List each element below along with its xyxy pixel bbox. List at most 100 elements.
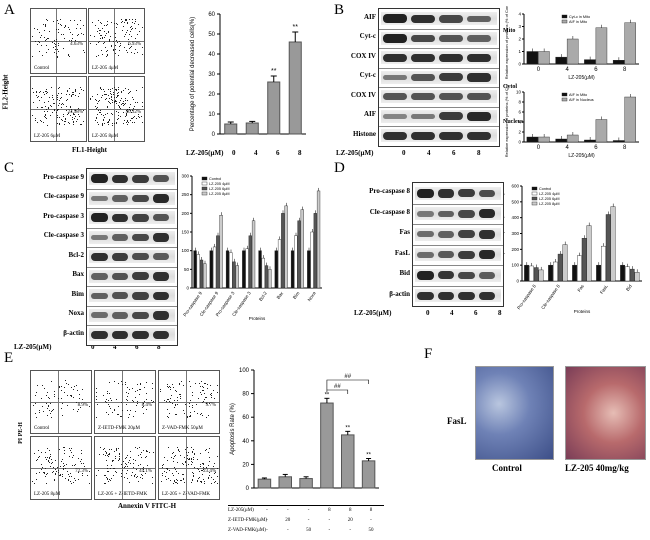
panel-c-label: C [4,160,15,176]
panel-a-flow-plot-2-label: LZ-205 6μM [34,134,61,139]
panel-c-ytick-4: 200 [181,211,189,216]
panel-d-blot-band-5-3 [478,291,495,300]
panel-e-table-cell-2-0: - [266,528,268,533]
panel-c-dose-1: 4 [113,343,117,351]
panel-a-flow-plot-0-label: Control [34,66,50,71]
panel-b-blot-band-3-0 [383,74,407,80]
panel-d-blot-band-5-0 [417,291,434,300]
panel-b-bottom-bar-1-1 [566,134,579,143]
panel-a-bar-0 [224,123,238,135]
panel-c-bar-6-0 [290,250,295,289]
panel-e-bar-4 [341,434,355,489]
panel-b-dose-3: 8 [477,149,481,157]
panel-c-blot-band-8-2 [132,330,149,339]
panel-c-bar-2-2 [232,261,236,289]
panel-c-legend-0: Control [209,177,221,181]
panel-d-bar-1-2 [557,253,563,282]
panel-e-flow-ylabel: PI PE-H [17,422,24,444]
panel-e-ytick-4: 80 [242,392,249,398]
panel-e-flow-plot-2-label: Z-VAD-FMK 50μM [162,426,203,431]
panel-d-dose-1: 4 [450,309,454,317]
panel-e-label: E [4,350,14,366]
panel-c-blot-band-0-3 [152,175,169,183]
panel-a-bar-2 [267,81,281,135]
panel-c-blot-protein-6: Bim [71,289,84,298]
panel-c-blot-band-8-1 [111,330,128,339]
panel-e-table-cell-1-3: - [328,518,331,523]
panel-d-blot-band-0-2 [458,189,475,198]
panel-b-blot-band-3-3 [467,73,491,82]
panel-d-blot-band-3-2 [458,250,475,259]
panel-c-blot-band-6-1 [111,292,128,300]
panel-c-blot-protein-5: Bax [72,270,84,279]
panel-a-ytick-3: 30 [208,72,215,78]
panel-f-label: F [424,346,433,362]
panel-d-xtick-4: Bid [625,283,633,292]
panel-e-bracket-1: ## [334,384,341,390]
panel-a-ytick-0: 0 [212,132,216,138]
panel-b-group-2: Nucleus [503,119,524,125]
panel-e-flow-plot-5-pct: 23.4% [203,469,216,475]
panel-b-blot-protein-2: COX IV [350,51,376,60]
panel-c-bar-2-1 [229,252,233,289]
panel-d-blot-band-0-3 [478,189,495,197]
panel-b-top-xtick-1: 4 [565,67,569,73]
panel-a-ytick-6: 60 [208,12,215,18]
panel-d-ytick-2: 200 [511,247,519,252]
panel-b-bottom-legend-1: AIF in Nucleus [569,98,594,102]
panel-b-bottom-legend-0: AIF in Mito [569,93,587,97]
panel-d-bar-1-0 [548,264,554,282]
panel-c-xtick-4: Bcl-2 [258,290,268,302]
panel-b-top-xtick-3: 8 [623,67,627,73]
panel-c-bar-0-1 [196,254,200,289]
panel-b-bottom-ytick-3: 6 [518,110,521,115]
panel-b-blot-band-1-0 [383,33,407,43]
panel-c-blot-band-2-2 [132,213,149,222]
panel-d-blot-band-2-0 [417,231,434,238]
panel-b-bottom-xtick-2: 6 [594,145,598,151]
panel-b-blot-protein-1: Cyt-c [359,32,376,41]
panel-b-top-legend-swatch-1 [561,19,568,24]
panel-c-ytick-5: 250 [181,192,189,197]
panel-c-bar-chart: 050100150200250300Relative expression of… [170,174,322,321]
panel-b-bottom-xtick-0: 0 [537,145,541,151]
panel-c-blot-band-4-3 [152,253,169,261]
panel-b-blot-band-2-0 [383,53,407,62]
panel-a-flow-plot-0: Control 4.63% [30,8,87,74]
panel-b-label: B [334,2,345,18]
panel-d-blot-band-0-1 [437,189,454,198]
panel-c-bar-3-3 [251,220,256,289]
panel-d-ytick-4: 400 [511,215,519,220]
panel-d-blot-band-3-1 [437,251,454,259]
panel-c-legend-swatch-0 [201,176,208,181]
panel-d-blot-protein-3: FasL [394,248,410,257]
panel-c-blot-band-0-1 [111,174,128,183]
panel-c-bar-7-0 [307,250,311,289]
panel-e-sig-4: ** [345,425,350,431]
panel-b-blot-band-1-2 [439,34,463,42]
panel-d-bar-2-3 [586,225,592,282]
panel-d-legend-0: Control [539,187,551,191]
panel-e-table-cell-1-4: 20 [347,518,353,523]
panel-c-ytick-0: 0 [186,286,189,291]
panel-d-xtick-2: Fas [576,283,585,293]
panel-d-legend-swatch-2 [531,196,538,201]
panel-c-blot-band-3-3 [152,233,169,242]
panel-b-blot-band-2-3 [467,53,491,62]
panel-d-blot-protein-4: Bid [399,269,410,278]
panel-b-blot-band-3-2 [439,73,463,82]
panel-e-flow-plot-3-label: LZ-205 8μM [34,492,61,497]
panel-c-blot-band-1-2 [132,194,149,202]
panel-d-blot-protein-5: β-actin [389,289,410,298]
panel-c-bar-0-0 [193,250,197,289]
panel-c-treatment-label: LZ-205(μM) [14,343,52,351]
panel-b-bottom-bar-2-0 [584,139,596,143]
panel-c-blot-band-1-3 [152,193,169,203]
panel-c-blot-band-6-0 [91,292,108,299]
panel-a-flow-ylabel: FL2-Height [1,74,10,110]
panel-e-table-cell-1-2: - [307,518,310,523]
panel-c-bar-4-2 [264,265,269,289]
panel-c-bar-4-0 [258,250,262,289]
panel-d-bar-1-3 [562,244,568,282]
panel-a-label: A [4,2,15,18]
